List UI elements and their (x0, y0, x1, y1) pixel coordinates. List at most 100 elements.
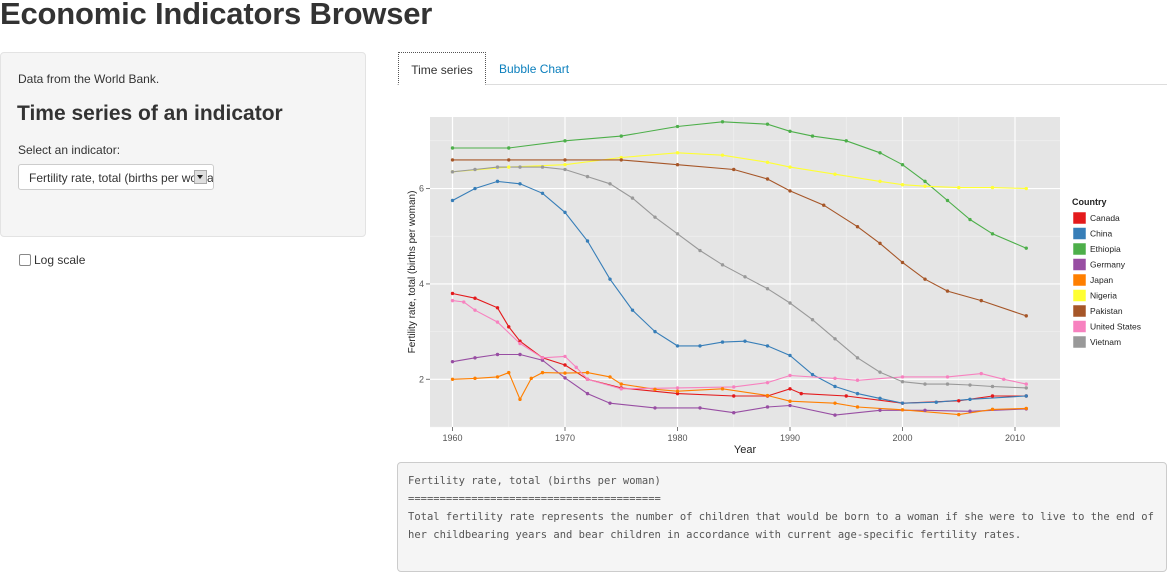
x-tick-label: 1960 (442, 433, 462, 443)
description-title: Fertility rate, total (births per woman) (408, 475, 661, 487)
series-line-pakistan (452, 159, 1027, 317)
point-vietnam (743, 275, 747, 279)
point-united-states (495, 320, 500, 324)
series-line-vietnam (452, 166, 1027, 389)
legend-title: Country (1072, 197, 1107, 207)
point-japan (1024, 406, 1028, 411)
point-vietnam (765, 286, 770, 291)
point-japan (507, 370, 511, 375)
point-canada (450, 291, 455, 296)
legend-swatch-united-states (1072, 320, 1087, 333)
y-tick-label: 6 (419, 184, 424, 194)
legend-label-united-states: United States (1090, 322, 1141, 332)
point-japan (619, 382, 623, 386)
point-germany (653, 406, 657, 410)
legend-label-germany: Germany (1090, 260, 1126, 270)
point-canada (732, 394, 736, 398)
legend-swatch-germany (1072, 258, 1087, 271)
point-germany (518, 352, 522, 357)
point-ethiopia (900, 162, 905, 167)
point-germany (788, 403, 792, 408)
point-united-states (788, 373, 792, 378)
point-united-states (574, 365, 578, 370)
point-pakistan (765, 177, 770, 181)
point-united-states (1002, 377, 1006, 382)
point-united-states (450, 298, 455, 303)
chevron-down-icon[interactable] (194, 170, 207, 184)
point-vietnam (518, 165, 522, 169)
point-japan (518, 397, 522, 402)
point-united-states (855, 378, 860, 382)
description-underline: ======================================== (408, 493, 661, 505)
point-united-states (900, 375, 905, 379)
point-united-states (765, 380, 770, 385)
point-ethiopia (923, 179, 927, 184)
point-united-states (462, 300, 466, 304)
point-germany (765, 405, 770, 409)
point-germany (608, 401, 612, 405)
point-canada (788, 387, 792, 391)
point-china (585, 239, 590, 243)
data-source-text: Data from the World Bank. (18, 72, 160, 86)
y-tick-label: 4 (419, 279, 424, 289)
point-china (855, 391, 860, 396)
y-tick-label: 2 (419, 374, 424, 384)
point-china (698, 344, 702, 348)
point-germany (923, 408, 927, 413)
legend: Country Canada China Ethiopia Germany Japan N… (1072, 197, 1141, 349)
point-china (788, 353, 792, 358)
description-body: Total fertility rate represents the numb… (408, 511, 1161, 541)
point-china (450, 198, 455, 203)
point-japan (585, 370, 590, 375)
point-vietnam (675, 232, 680, 236)
point-ethiopia (720, 120, 725, 124)
tab-bubble-chart[interactable]: Bubble Chart (499, 62, 570, 76)
log-scale-checkbox[interactable] (19, 254, 31, 266)
x-axis-label: Year (734, 444, 757, 456)
point-japan (788, 399, 792, 403)
log-scale-label[interactable]: Log scale (34, 253, 86, 267)
point-ethiopia (844, 139, 848, 143)
point-germany (585, 391, 590, 396)
point-china (563, 210, 567, 215)
point-ethiopia (619, 134, 623, 138)
point-japan (563, 371, 567, 375)
point-china (810, 372, 815, 377)
point-china (473, 186, 477, 191)
point-ethiopia (450, 146, 455, 150)
point-china (630, 308, 635, 312)
point-japan (473, 376, 477, 381)
chart-svg: 1960 1970 1980 1990 2000 2010 2 4 6 Year Fertili… (407, 117, 1141, 456)
point-japan (833, 401, 837, 405)
axis-ticks: 1960 1970 1980 1990 2000 2010 2 4 6 (419, 184, 1025, 443)
point-china (833, 384, 837, 389)
point-china (968, 397, 972, 402)
point-ethiopia (765, 122, 770, 126)
point-vietnam (833, 337, 837, 341)
point-nigeria (563, 162, 567, 167)
point-vietnam (563, 167, 567, 172)
point-japan (529, 376, 533, 381)
point-germany (540, 358, 545, 362)
tab-time-series[interactable]: Time series (398, 52, 486, 85)
point-canada (507, 325, 511, 329)
point-vietnam (923, 382, 927, 386)
point-united-states (585, 377, 590, 382)
point-china (653, 329, 657, 334)
point-china (1024, 394, 1028, 398)
point-pakistan (923, 277, 927, 281)
y-axis-label: Fertility rate, total (births per woman) (407, 191, 418, 354)
point-canada (495, 306, 500, 310)
point-germany (833, 413, 837, 417)
point-nigeria (675, 151, 680, 155)
series-line-germany (452, 353, 1027, 416)
point-pakistan (1024, 314, 1028, 318)
point-vietnam (698, 248, 702, 253)
point-vietnam (968, 383, 972, 387)
legend-swatch-japan (1072, 273, 1087, 287)
point-vietnam (788, 301, 792, 305)
indicator-select[interactable]: Fertility rate, total (births per woman) (18, 164, 214, 190)
point-pakistan (732, 167, 736, 172)
sidebar-panel: Data from the World Bank. Time series of… (0, 52, 366, 267)
point-vietnam (653, 215, 657, 219)
